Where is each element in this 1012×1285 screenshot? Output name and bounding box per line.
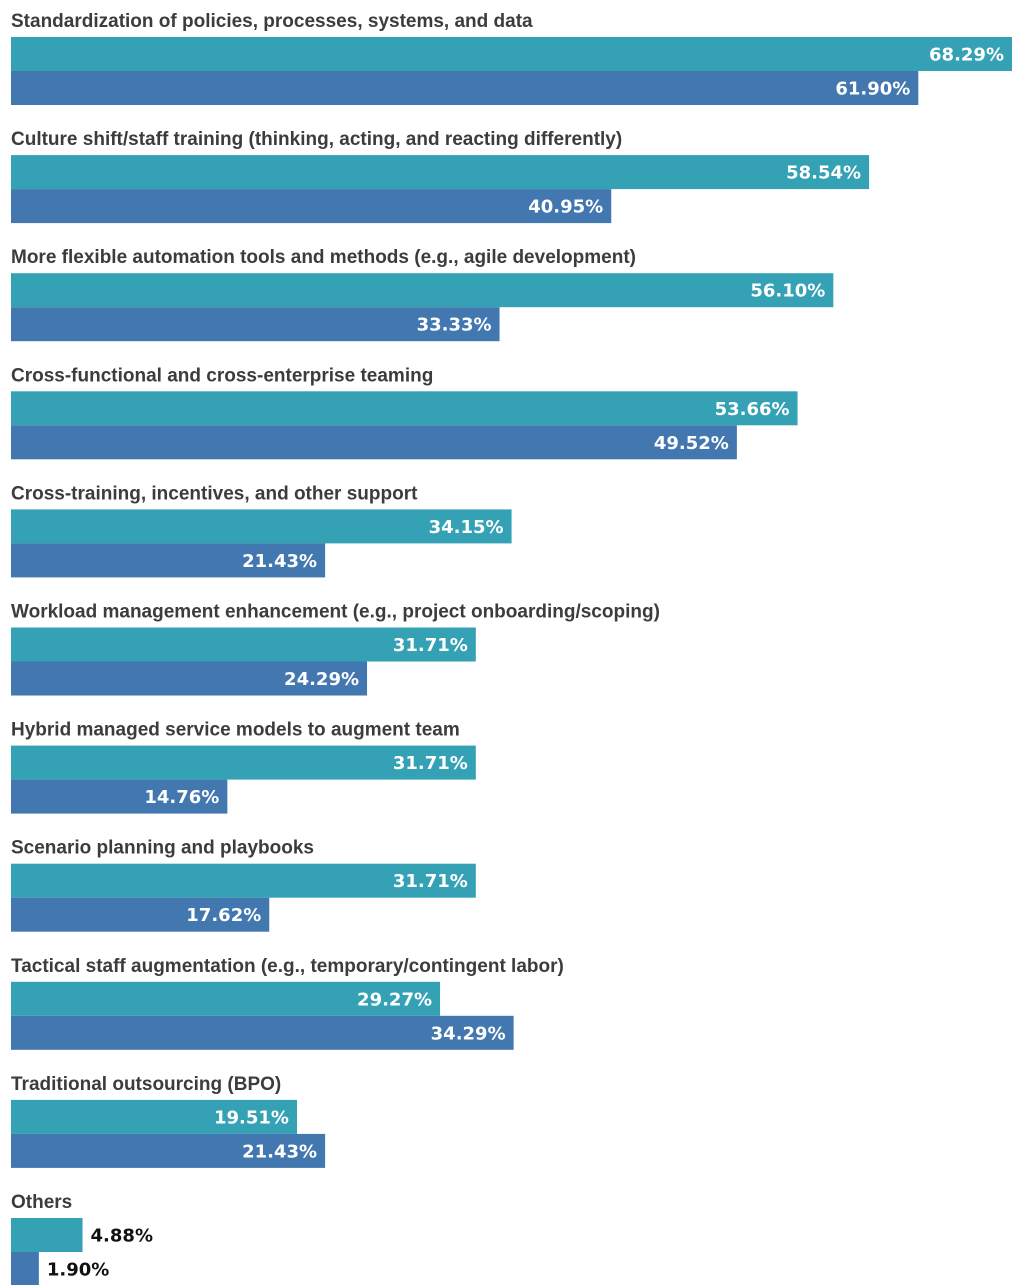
data-label: 61.90% xyxy=(835,79,910,100)
bar-series-1 xyxy=(11,981,441,1016)
bar-series-2 xyxy=(11,1133,326,1168)
data-label: 4.88% xyxy=(91,1226,153,1247)
bar-series-1 xyxy=(11,863,476,898)
bar-series-2 xyxy=(11,661,368,696)
bar-series-2 xyxy=(11,425,737,460)
bar-series-2 xyxy=(11,307,500,342)
category-label: Traditional outsourcing (BPO) xyxy=(11,1074,281,1095)
data-label: 14.76% xyxy=(144,787,219,808)
data-label: 17.62% xyxy=(186,905,261,926)
data-label: 58.54% xyxy=(786,163,861,184)
data-label: 31.71% xyxy=(393,753,468,774)
category-label: Workload management enhancement (e.g., p… xyxy=(11,602,660,623)
data-label: 56.10% xyxy=(750,281,825,302)
bar-series-1 xyxy=(11,1099,297,1134)
bar-series-1 xyxy=(11,627,476,662)
bar-series-1 xyxy=(11,273,834,308)
data-label: 34.15% xyxy=(429,517,504,538)
data-label: 34.29% xyxy=(431,1023,506,1044)
bar-series-1 xyxy=(11,745,476,780)
data-label: 21.43% xyxy=(242,551,317,572)
data-label: 29.27% xyxy=(357,989,432,1010)
bar-series-2 xyxy=(11,543,326,578)
bar-series-2 xyxy=(11,1252,39,1285)
data-label: 49.52% xyxy=(654,433,729,454)
data-label: 68.29% xyxy=(929,45,1004,66)
data-label: 21.43% xyxy=(242,1141,317,1162)
data-label: 53.66% xyxy=(715,399,790,420)
data-label: 33.33% xyxy=(417,315,492,336)
data-label: 31.71% xyxy=(393,635,468,656)
category-label: Cross-training, incentives, and other su… xyxy=(11,483,418,504)
category-label: Tactical staff augmentation (e.g., tempo… xyxy=(11,956,564,977)
category-label: More flexible automation tools and metho… xyxy=(11,247,636,268)
bar-series-1 xyxy=(11,509,512,544)
category-label: Others xyxy=(11,1192,72,1213)
bar-series-2 xyxy=(11,1015,514,1050)
bar-series-2 xyxy=(11,71,919,105)
bar-series-2 xyxy=(11,897,270,932)
bar-series-1 xyxy=(11,37,1012,71)
bar-series-1 xyxy=(11,391,798,426)
category-label: Hybrid managed service models to augment… xyxy=(11,720,460,741)
bar-series-1 xyxy=(11,155,870,190)
bar-series-1 xyxy=(11,1218,83,1252)
category-label: Cross-functional and cross-enterprise te… xyxy=(11,365,433,386)
category-label: Scenario planning and playbooks xyxy=(11,838,314,859)
bar-series-2 xyxy=(11,189,612,224)
data-label: 24.29% xyxy=(284,669,359,690)
bar-series-2 xyxy=(11,779,228,814)
data-label: 31.71% xyxy=(393,871,468,892)
data-label: 19.51% xyxy=(214,1107,289,1128)
data-label: 40.95% xyxy=(528,197,603,218)
category-label: Culture shift/staff training (thinking, … xyxy=(11,129,622,150)
data-label: 1.90% xyxy=(47,1260,109,1281)
category-label: Standardization of policies, processes, … xyxy=(11,11,533,32)
